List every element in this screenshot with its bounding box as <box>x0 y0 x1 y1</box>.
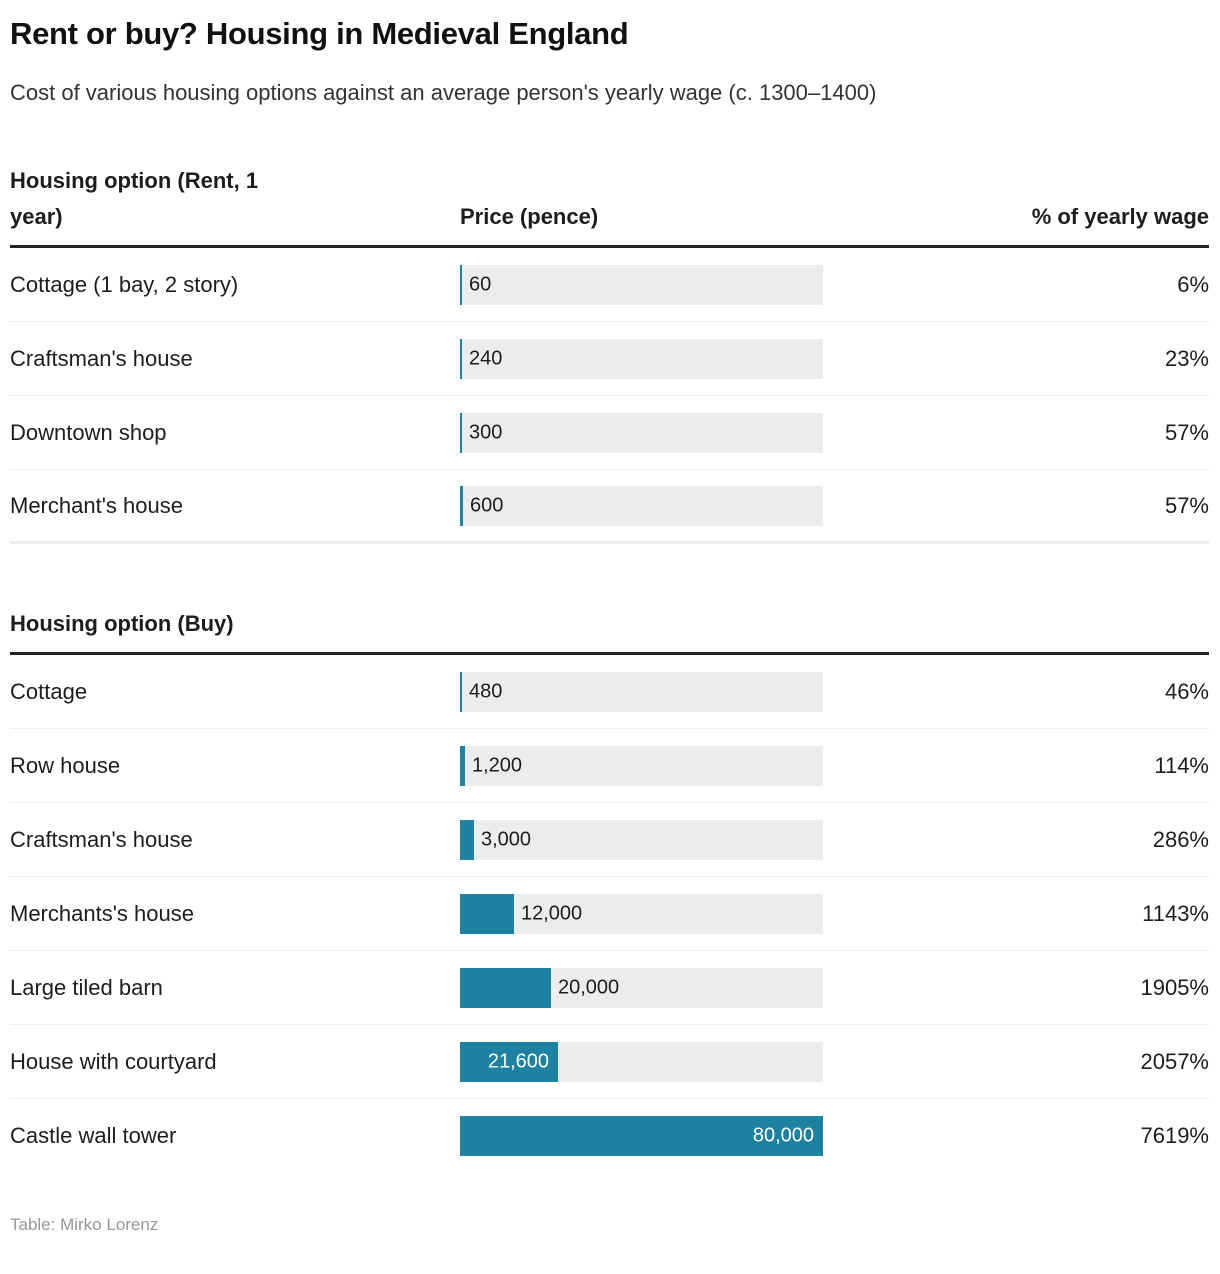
price-value: 240 <box>469 347 503 370</box>
chart-subtitle: Cost of various housing options against … <box>10 79 877 105</box>
pct-of-yearly-wage-value: 57% <box>1164 492 1209 518</box>
table-row: Cottage (1 bay, 2 story) 60 6% <box>10 248 1209 323</box>
row-label: Craftsman's house <box>10 345 193 371</box>
table-row: House with courtyard 21,600 2057% <box>10 1025 1209 1100</box>
price-value: 300 <box>469 421 503 444</box>
price-value: 480 <box>469 680 503 703</box>
price-bar <box>460 1116 823 1157</box>
price-bar <box>460 1041 558 1082</box>
table-row: Cottage 480 46% <box>10 655 1209 730</box>
price-value: 12,000 <box>521 902 583 925</box>
row-label: Downtown shop <box>10 419 167 445</box>
pct-of-yearly-wage-value: 1905% <box>1140 974 1209 1000</box>
table-row: Merchants's house 12,000 1143% <box>10 877 1209 952</box>
price-value: 60 <box>469 273 492 296</box>
row-label: Large tiled barn <box>10 974 163 1000</box>
price-bar-track: 300 <box>460 412 823 453</box>
section-header-row: Housing option (Rent, 1 year) Price (penc… <box>10 163 1209 249</box>
price-bar-track: 600 <box>460 485 823 526</box>
price-bar <box>460 264 462 305</box>
pct-of-yearly-wage-value: 114% <box>1154 752 1209 778</box>
table-row: Craftsman's house 3,000 286% <box>10 803 1209 878</box>
price-bar-track: 60 <box>460 264 823 305</box>
pct-of-yearly-wage-value: 1143% <box>1142 900 1209 926</box>
pct-of-yearly-wage-value: 7619% <box>1140 1123 1209 1149</box>
column-header-housing-option-text: Housing option (Rent, 1 year) <box>10 168 259 230</box>
pct-of-yearly-wage-value: 57% <box>1164 419 1209 445</box>
pct-of-yearly-wage-value: 286% <box>1152 826 1209 852</box>
table-row: Castle wall tower 80,000 7619% <box>10 1099 1209 1173</box>
pct-of-yearly-wage-value: 6% <box>1177 271 1209 297</box>
column-header-housing-option: Housing option (Buy) <box>10 606 460 642</box>
column-header-price: Price (pence) <box>460 204 599 230</box>
price-bar-track: 12,000 <box>460 893 823 934</box>
price-bar-track: 3,000 <box>460 819 823 860</box>
table-body: Housing option (Rent, 1 year) Price (penc… <box>10 163 1209 1173</box>
price-bar-track: 1,200 <box>460 745 823 786</box>
price-bar <box>460 485 463 526</box>
price-value: 20,000 <box>558 976 620 999</box>
pct-of-yearly-wage-value: 46% <box>1164 678 1209 704</box>
price-bar <box>460 412 462 453</box>
section-header-row: Housing option (Buy) <box>10 606 1209 656</box>
table-row: Merchant's house 600 57% <box>10 470 1209 545</box>
price-value: 1,200 <box>472 754 523 777</box>
chart-title: Rent or buy? Housing in Medieval England <box>10 16 629 51</box>
row-label: Merchant's house <box>10 492 183 518</box>
table-row: Row house 1,200 114% <box>10 729 1209 804</box>
column-header-pct-of-yearly-wage: % of yearly wage <box>1031 204 1209 230</box>
price-bar-track: 240 <box>460 338 823 379</box>
price-bar-track: 80,000 <box>460 1116 823 1157</box>
price-bar-track: 20,000 <box>460 967 823 1008</box>
pct-of-yearly-wage-value: 23% <box>1164 345 1209 371</box>
price-bar-track: 480 <box>460 671 823 712</box>
price-value: 3,000 <box>481 828 532 851</box>
row-label: Cottage <box>10 678 88 704</box>
price-bar <box>460 967 551 1008</box>
price-bar <box>460 338 462 379</box>
pct-of-yearly-wage-value: 2057% <box>1140 1048 1209 1074</box>
row-label: Cottage (1 bay, 2 story) <box>10 271 239 297</box>
row-label: Castle wall tower <box>10 1123 177 1149</box>
row-label: Row house <box>10 752 121 778</box>
column-header-housing-option: Housing option (Rent, 1 year) <box>10 163 460 235</box>
price-value: 21,600 <box>487 1050 549 1073</box>
price-bar <box>460 819 474 860</box>
table-row: Large tiled barn 20,000 1905% <box>10 951 1209 1026</box>
table-row: Craftsman's house 240 23% <box>10 322 1209 397</box>
table-credit: Table: Mirko Lorenz <box>10 1215 159 1235</box>
row-label: Craftsman's house <box>10 826 193 852</box>
price-bar <box>460 671 462 712</box>
row-label: Merchants's house <box>10 900 194 926</box>
price-bar <box>460 893 514 934</box>
price-value: 600 <box>470 494 504 517</box>
column-header-housing-option-text: Housing option (Buy) <box>10 611 234 637</box>
price-bar <box>460 745 465 786</box>
row-label: House with courtyard <box>10 1048 217 1074</box>
price-bar-track: 21,600 <box>460 1041 823 1082</box>
price-value: 80,000 <box>752 1124 814 1147</box>
table-row: Downtown shop 300 57% <box>10 396 1209 471</box>
